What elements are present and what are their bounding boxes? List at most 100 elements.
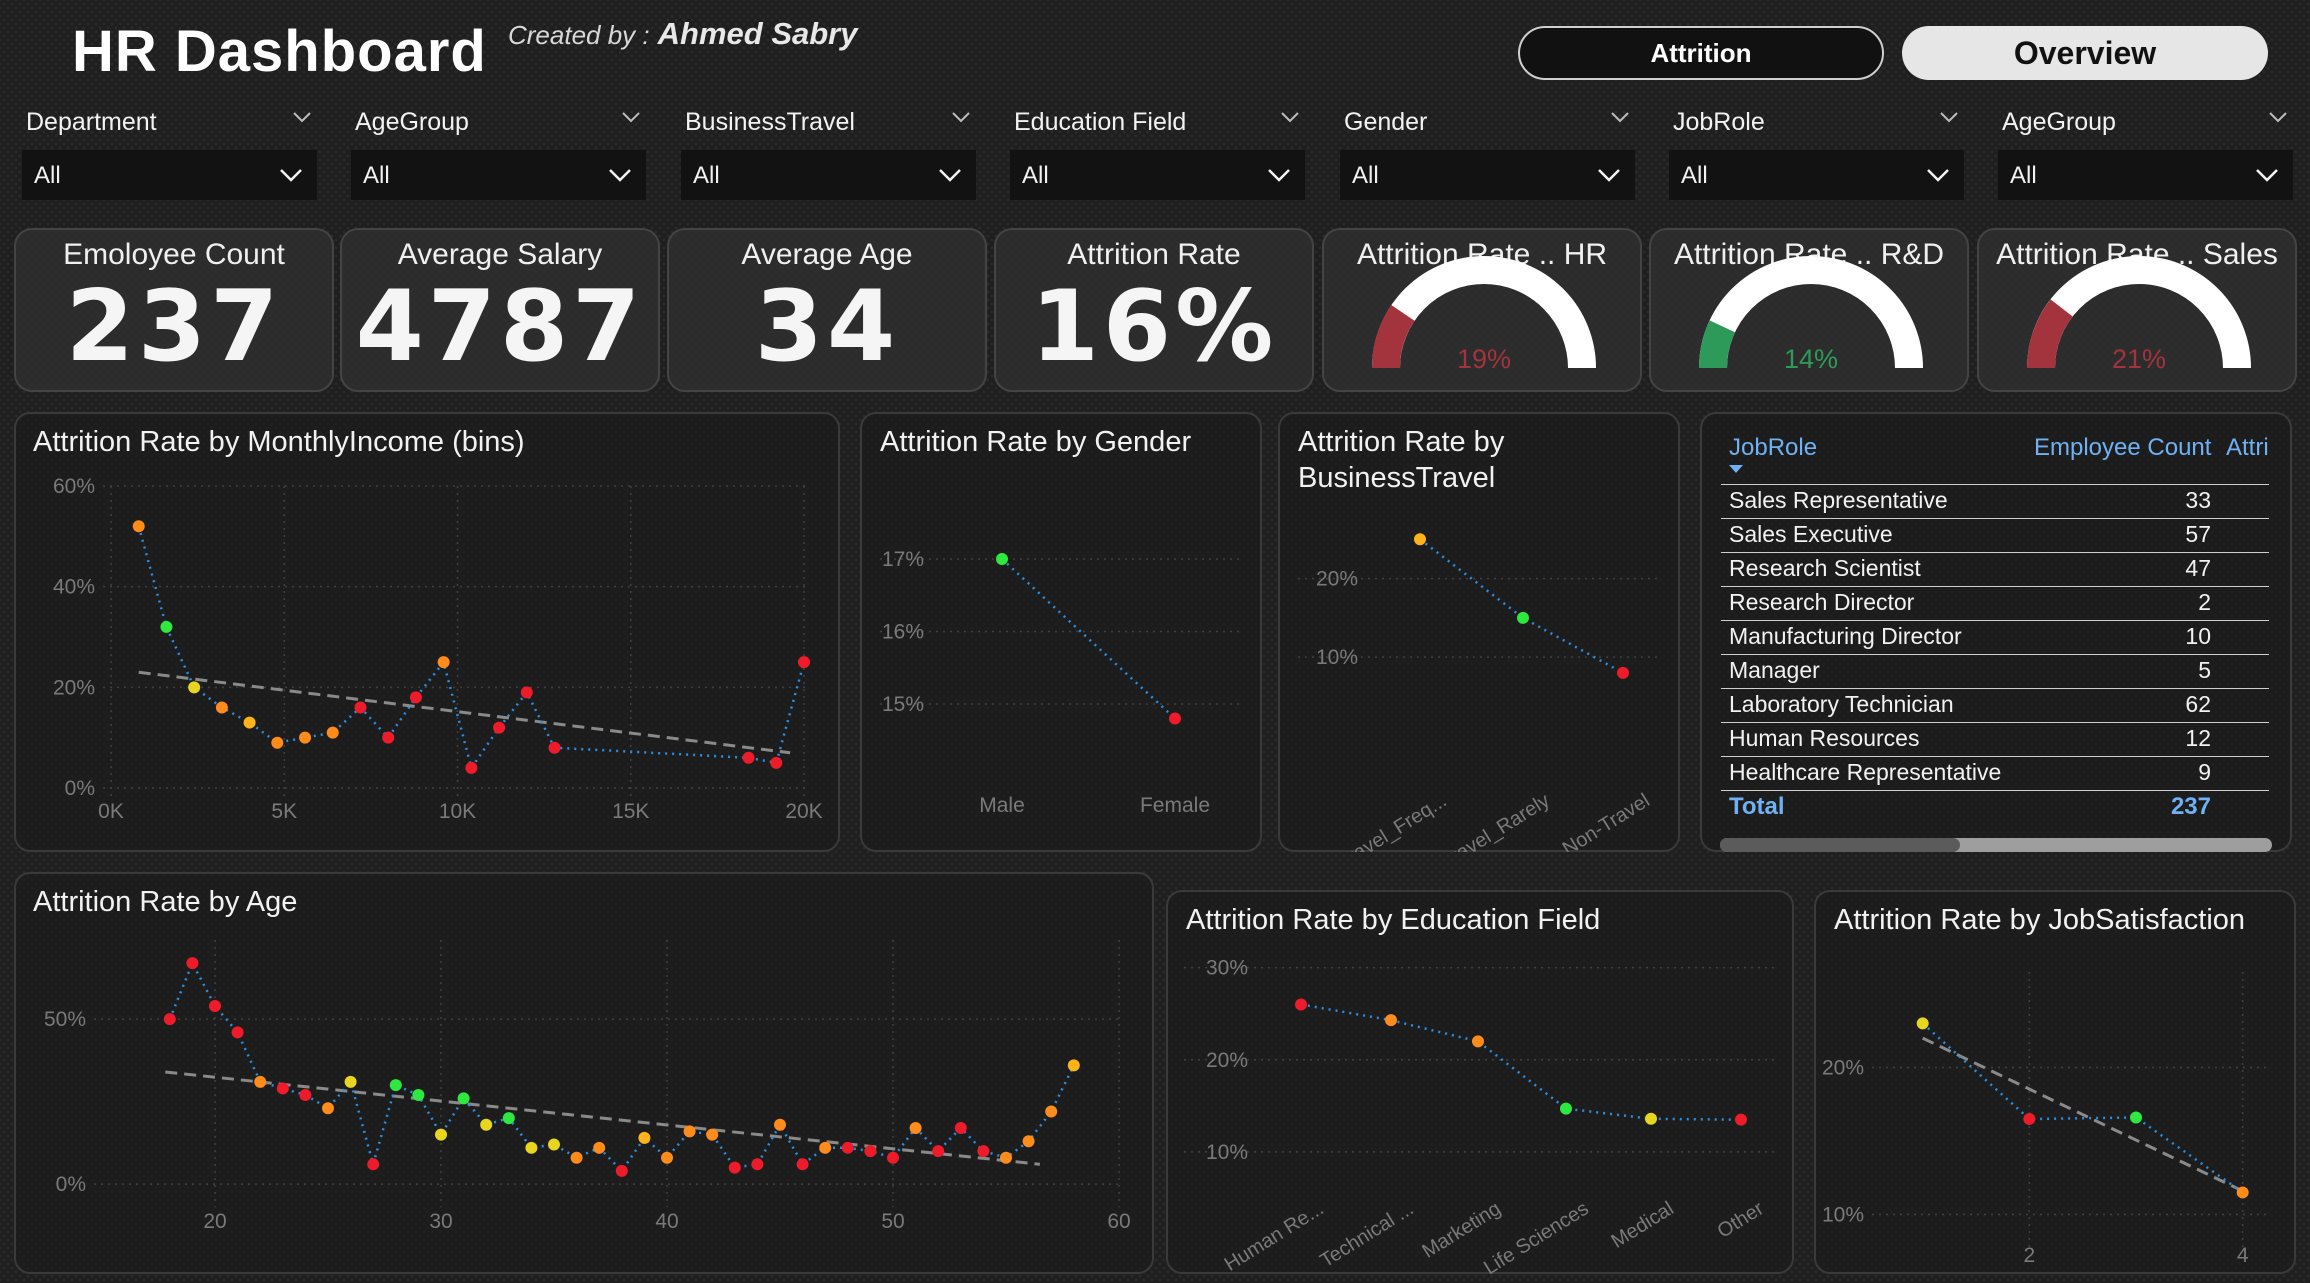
overview-page-button[interactable]: Overview xyxy=(1902,26,2268,80)
data-point xyxy=(683,1125,696,1138)
data-point xyxy=(1169,712,1181,725)
slicer-dropdown[interactable]: All xyxy=(22,150,317,200)
row-count: 33 xyxy=(2185,487,2211,513)
y-tick-label: 30% xyxy=(1206,957,1248,980)
table-row[interactable]: Research Director 2 xyxy=(1721,586,2269,618)
table-row[interactable]: Laboratory Technician 62 xyxy=(1721,688,2269,720)
gauge-attrition-sales: Attrition Rate .. Sales 21% xyxy=(1977,228,2297,392)
chart-travel: 10% 20% Travel_Freq...Travel_Rarely Non-Tra… xyxy=(1298,533,1658,852)
slicer-education-field[interactable]: Education Field All xyxy=(1010,104,1305,200)
chevron-down-icon[interactable] xyxy=(1609,106,1631,128)
chevron-down-icon[interactable] xyxy=(1279,106,1301,128)
chevron-down-icon[interactable] xyxy=(1595,164,1623,186)
table-row[interactable]: Manufacturing Director 10 xyxy=(1721,620,2269,652)
horizontal-scrollbar[interactable] xyxy=(1720,838,2272,852)
data-point xyxy=(254,1075,267,1088)
row-count: 2 xyxy=(2198,589,2211,615)
slicer-label: Education Field xyxy=(1014,108,1187,136)
table-row[interactable]: Research Scientist 47 xyxy=(1721,552,2269,584)
table-header: JobRole Employee Count Attri xyxy=(1718,432,2270,473)
row-jobrole: Research Director xyxy=(1729,589,1915,615)
author-name: Ahmed Sabry xyxy=(657,16,858,51)
chevron-down-icon[interactable] xyxy=(291,106,313,128)
x-tick-label: Travel_Freq... xyxy=(1334,790,1451,852)
table-row[interactable]: Human Resources 12 xyxy=(1721,722,2269,754)
panel-jobrole-table xyxy=(1700,412,2292,852)
kpi-average-salary: Average Salary 4787 xyxy=(340,228,660,392)
y-tick-label: 50% xyxy=(44,1008,86,1031)
slicer-value: All xyxy=(1681,162,1708,189)
x-tick-label: 20K xyxy=(785,800,822,823)
chevron-down-icon[interactable] xyxy=(950,106,972,128)
data-point xyxy=(1560,1102,1572,1115)
data-point xyxy=(382,731,395,744)
data-point xyxy=(299,731,312,744)
data-point xyxy=(774,1118,786,1131)
chevron-down-icon[interactable] xyxy=(606,164,634,186)
chart-education: 10%20%30%Human Re...Technical ... Marketi… xyxy=(1184,957,1776,1274)
chevron-down-icon[interactable] xyxy=(936,164,964,186)
slicer-value: All xyxy=(693,162,720,189)
slicer-dropdown[interactable]: All xyxy=(1998,150,2293,200)
chevron-down-icon[interactable] xyxy=(1924,164,1952,186)
chevron-down-icon[interactable] xyxy=(1265,164,1293,186)
x-tick-label: 0K xyxy=(98,800,124,823)
data-point xyxy=(661,1151,673,1164)
x-tick-label: Non-Travel xyxy=(1559,790,1654,852)
table-row[interactable]: Sales Representative 33 xyxy=(1721,484,2269,516)
chart-gender: 15% 16% 17% Male Female xyxy=(880,548,1240,817)
chart-income: 0% 20% 40% 60% 0K 5K 10K 15K 20K xyxy=(53,475,823,823)
slicer-dropdown[interactable]: All xyxy=(1340,150,1635,200)
x-tick-label: 60 xyxy=(1107,1210,1130,1233)
y-tick-label: 20% xyxy=(1822,1057,1864,1080)
kpi-title: Average Age xyxy=(741,238,913,271)
data-point xyxy=(819,1141,832,1154)
chevron-down-icon[interactable] xyxy=(2267,106,2289,128)
chevron-down-icon[interactable] xyxy=(2253,164,2281,186)
data-point xyxy=(1295,998,1307,1011)
data-point xyxy=(1735,1113,1747,1126)
slicer-dropdown[interactable]: All xyxy=(1010,150,1305,200)
row-jobrole: Manager xyxy=(1729,657,1820,683)
data-point xyxy=(276,1082,289,1095)
slicer-dropdown[interactable]: All xyxy=(351,150,646,200)
data-point xyxy=(299,1089,312,1102)
data-point xyxy=(742,751,755,764)
slicer-jobrole[interactable]: JobRole All xyxy=(1669,104,1964,200)
slicer-agegroup[interactable]: AgeGroup All xyxy=(351,104,646,200)
chevron-down-icon[interactable] xyxy=(277,164,305,186)
chart-age: 0% 50% 20 30 40 50 60 xyxy=(44,940,1131,1233)
trend-line xyxy=(138,670,791,755)
kpi-value: 4787 xyxy=(355,270,645,384)
slicer-department[interactable]: Department All xyxy=(22,104,317,200)
table-row[interactable]: Healthcare Representative 9 xyxy=(1721,756,2269,788)
slicer-agegroup-2[interactable]: AgeGroup All xyxy=(1998,104,2293,200)
scrollbar-thumb[interactable] xyxy=(1720,838,1960,852)
row-count: 57 xyxy=(2185,521,2211,547)
y-tick-label: 15% xyxy=(882,693,924,716)
slicer-label: JobRole xyxy=(1673,108,1765,136)
row-jobrole: Healthcare Representative xyxy=(1729,759,2002,785)
row-jobrole: Human Resources xyxy=(1729,725,1920,751)
data-point xyxy=(132,520,145,533)
slicer-dropdown[interactable]: All xyxy=(681,150,976,200)
attrition-page-button[interactable]: Attrition xyxy=(1518,26,1884,80)
header-attrition[interactable]: Attri xyxy=(2226,434,2269,461)
slicer-dropdown[interactable]: All xyxy=(1669,150,1964,200)
data-point xyxy=(2023,1112,2036,1125)
table-row[interactable]: Sales Executive 57 xyxy=(1721,518,2269,550)
x-tick-label: Female xyxy=(1140,794,1210,817)
slicer-gender[interactable]: Gender All xyxy=(1340,104,1635,200)
x-tick-label: 40 xyxy=(655,1210,678,1233)
data-point xyxy=(243,716,256,729)
data-point xyxy=(615,1164,628,1177)
header-employee-count[interactable]: Employee Count xyxy=(2034,434,2212,461)
table-row[interactable]: Manager 5 xyxy=(1721,654,2269,686)
header-jobrole[interactable]: JobRole xyxy=(1729,434,1818,461)
slicer-businesstravel[interactable]: BusinessTravel All xyxy=(681,104,976,200)
series-line xyxy=(1300,1003,1742,1121)
chevron-down-icon[interactable] xyxy=(620,106,642,128)
y-tick-label: 0% xyxy=(56,1173,86,1196)
panel-age xyxy=(14,872,1154,1274)
chevron-down-icon[interactable] xyxy=(1938,106,1960,128)
